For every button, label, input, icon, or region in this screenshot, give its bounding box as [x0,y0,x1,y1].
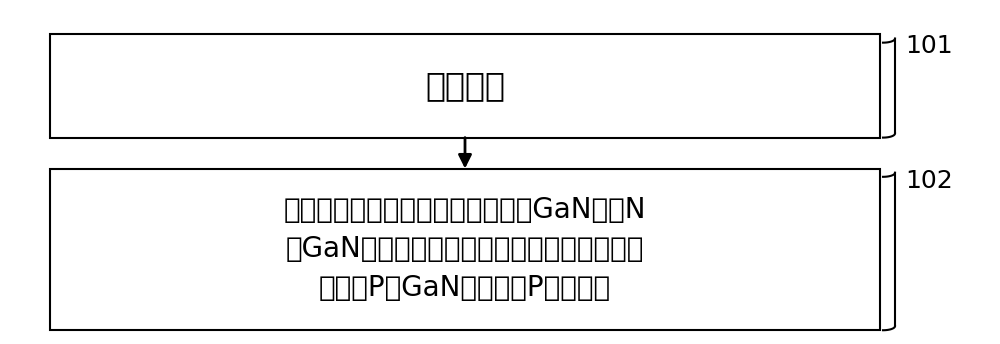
Text: 在衬底上顺次沉积缓冲层、未掺杂GaN层、N
型GaN层、缺陷阻挡层、多量子阱层、电子阻
挡层、P型GaN层、以及P型接触层: 在衬底上顺次沉积缓冲层、未掺杂GaN层、N 型GaN层、缺陷阻挡层、多量子阱层、… [284,196,646,302]
Text: 102: 102 [905,169,953,193]
Bar [50,34,880,138]
Bar [50,169,880,330]
Text: 101: 101 [905,34,953,58]
Text: 提供衬底: 提供衬底 [425,69,505,103]
